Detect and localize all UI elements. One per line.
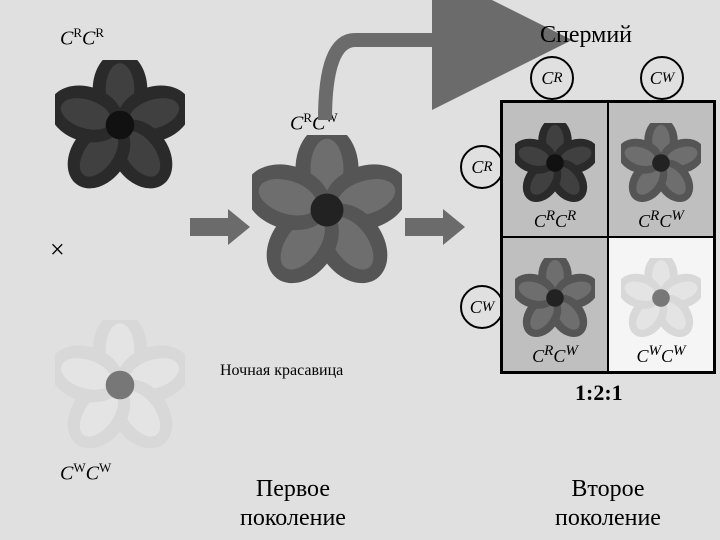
sperm-label: Спермий (540, 22, 632, 49)
allele-col-1: CR (530, 56, 574, 100)
punnett-square: CRCR CRCW CRCW CWCW (500, 100, 716, 374)
punnett-cell-3: CRCW (502, 237, 608, 372)
punnett-cell-1: CRCR (502, 102, 608, 237)
punnett-cell-2: CRCW (608, 102, 714, 237)
allele-col-2: CW (640, 56, 684, 100)
f1-generation-label: Первоепоколение (240, 475, 346, 533)
ratio-label: 1:2:1 (575, 380, 623, 406)
punnett-cell-4: CWCW (608, 237, 714, 372)
allele-row-1: CR (460, 145, 504, 189)
allele-row-2: CW (460, 285, 504, 329)
f2-generation-label: Второепоколение (555, 475, 661, 533)
diagram-root: { "bg": "#e0e0e0", "arrow_color": "#6b6b… (0, 0, 720, 540)
